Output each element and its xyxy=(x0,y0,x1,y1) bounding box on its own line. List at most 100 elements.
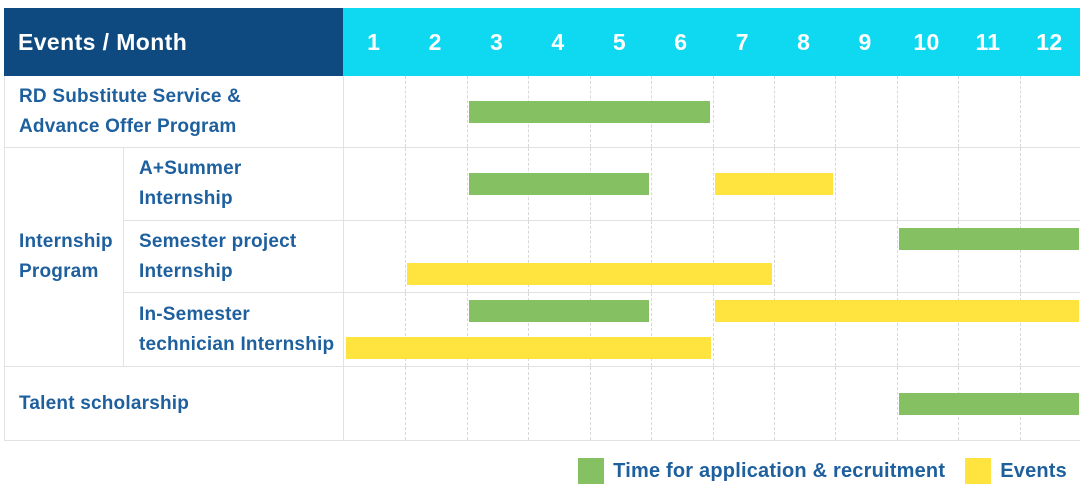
legend-label: Events xyxy=(1000,459,1067,482)
month-gridline xyxy=(773,76,775,147)
month-gridline xyxy=(528,367,530,440)
legend-label: Time for application & recruitment xyxy=(613,459,946,482)
label-line: A+Summer xyxy=(139,158,242,179)
month-gridline xyxy=(712,367,714,440)
month-gridline xyxy=(896,221,898,292)
month-gridline xyxy=(896,148,898,220)
month-label-2: 2 xyxy=(428,28,442,55)
legend-item-event: Events xyxy=(965,458,1067,484)
month-gridline xyxy=(466,221,468,292)
month-label-4: 4 xyxy=(551,28,565,55)
month-header-row: 1 2 3 4 5 6 7 8 9 10 11 12 xyxy=(343,8,1080,76)
month-gridline xyxy=(773,221,775,292)
event-bar xyxy=(714,173,834,195)
application-bar xyxy=(898,227,1079,250)
event-swatch-icon xyxy=(965,458,992,484)
month-gridline xyxy=(589,221,591,292)
month-gridline xyxy=(466,76,468,147)
label-line: Internship xyxy=(19,231,113,252)
month-gridline xyxy=(958,293,960,366)
month-gridline xyxy=(896,367,898,440)
month-gridline xyxy=(405,367,407,440)
label-line: Semester project xyxy=(139,230,297,252)
table-header-row: Events / Month 1 2 3 4 5 6 7 8 9 10 11 12 xyxy=(4,8,1080,76)
table-body: RD Substitute Service & Advance Offer Pro… xyxy=(4,76,1080,441)
month-gridline xyxy=(835,76,837,147)
month-gridline xyxy=(651,293,653,366)
month-gridline xyxy=(1019,76,1021,147)
task-label-4: In-Semester technician Internship xyxy=(124,293,344,367)
application-swatch-icon xyxy=(578,458,605,484)
month-gridline xyxy=(835,367,837,440)
month-gridline xyxy=(405,293,407,366)
month-gridline xyxy=(405,148,407,220)
month-gridline xyxy=(896,76,898,147)
month-label-6: 6 xyxy=(674,28,688,55)
label-line: Internship xyxy=(139,188,233,209)
month-label-3: 3 xyxy=(490,28,504,55)
month-gridline xyxy=(773,293,775,366)
month-gridline xyxy=(958,221,960,292)
month-gridline xyxy=(589,293,591,366)
month-gridline xyxy=(651,367,653,440)
task-timeline-5 xyxy=(344,367,1080,441)
month-gridline xyxy=(773,367,775,440)
month-gridline xyxy=(712,221,714,292)
label-line: Internship xyxy=(139,260,233,282)
month-gridline xyxy=(466,367,468,440)
event-bar xyxy=(346,336,711,359)
event-bar xyxy=(714,300,1079,323)
month-label-10: 10 xyxy=(913,28,940,55)
label-line: Talent scholarship xyxy=(19,392,190,414)
month-label-9: 9 xyxy=(858,28,872,55)
task-timeline-2 xyxy=(344,148,1080,221)
month-gridline xyxy=(712,293,714,366)
month-gridline xyxy=(651,148,653,220)
month-gridline xyxy=(835,221,837,292)
month-gridline xyxy=(651,221,653,292)
task-label-1: RD Substitute Service & Advance Offer Pro… xyxy=(5,76,344,148)
events-month-header: Events / Month xyxy=(4,8,343,76)
month-label-1: 1 xyxy=(367,28,381,55)
month-gridline xyxy=(958,148,960,220)
month-gridline xyxy=(528,293,530,366)
legend-item-application: Time for application & recruitment xyxy=(578,458,945,484)
group-label-internship-program: Internship Program xyxy=(5,148,124,367)
task-label-2: A+Summer Internship xyxy=(124,148,344,221)
task-label-3: Semester project Internship xyxy=(124,221,344,293)
month-gridline xyxy=(589,367,591,440)
schedule-table: Events / Month 1 2 3 4 5 6 7 8 9 10 11 12 RD Substi… xyxy=(4,8,1080,441)
month-gridline xyxy=(712,76,714,147)
legend: Time for application & recruitment Events xyxy=(578,458,1067,484)
task-label-5: Talent scholarship xyxy=(5,367,344,441)
application-bar xyxy=(468,100,711,123)
application-bar xyxy=(898,392,1079,415)
month-gridline xyxy=(405,76,407,147)
task-timeline-1 xyxy=(344,76,1080,148)
application-bar xyxy=(468,300,650,323)
month-gridline xyxy=(712,148,714,220)
month-gridline xyxy=(835,148,837,220)
month-gridline xyxy=(896,293,898,366)
month-gridline xyxy=(1019,221,1021,292)
month-gridline xyxy=(958,76,960,147)
application-bar xyxy=(468,173,650,195)
month-gridline xyxy=(528,221,530,292)
task-timeline-3 xyxy=(344,221,1080,293)
month-gridline xyxy=(405,221,407,292)
month-gridline xyxy=(1019,148,1021,220)
label-line: RD Substitute Service & xyxy=(19,85,242,107)
task-timeline-4 xyxy=(344,293,1080,367)
month-gridline xyxy=(1019,293,1021,366)
month-label-7: 7 xyxy=(735,28,749,55)
event-bar xyxy=(407,263,772,286)
month-label-11: 11 xyxy=(975,28,1001,55)
month-gridline xyxy=(835,293,837,366)
month-label-8: 8 xyxy=(797,28,811,55)
label-line: Advance Offer Program xyxy=(19,115,237,137)
month-gridline xyxy=(466,293,468,366)
month-label-12: 12 xyxy=(1036,28,1063,55)
month-gridline xyxy=(466,148,468,220)
label-line: In-Semester xyxy=(139,303,250,325)
